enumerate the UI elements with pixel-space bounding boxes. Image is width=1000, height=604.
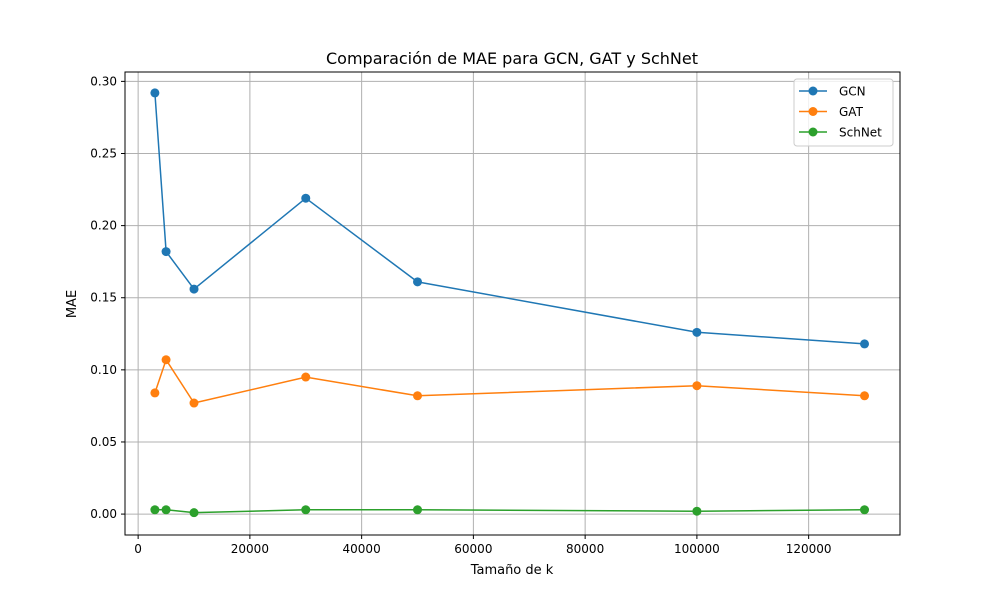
- x-axis-label: Tamaño de k: [470, 563, 554, 578]
- gcn-point: [692, 327, 702, 337]
- series-lines: [150, 88, 870, 518]
- gat-point: [413, 391, 423, 401]
- chart-title: Comparación de MAE para GCN, GAT y SchNe…: [326, 49, 698, 68]
- y-tick-label: 0.10: [90, 363, 117, 377]
- y-tick-label: 0.20: [90, 219, 117, 233]
- x-tick-label: 0: [134, 542, 142, 556]
- gat-point: [301, 372, 311, 382]
- y-tick-label: 0.30: [90, 74, 117, 88]
- gcn-point: [150, 88, 160, 98]
- grid-lines: [125, 72, 900, 535]
- x-tick-label: 20000: [231, 542, 269, 556]
- legend-swatch-marker: [808, 107, 818, 116]
- gat-point: [189, 398, 199, 408]
- schnet-point: [860, 505, 870, 515]
- legend-box: [793, 78, 894, 147]
- y-tick-label: 0.25: [90, 146, 117, 160]
- axis-ticks: 0 20000 40000 60000 80000 100000 120000 0.00 0.0…: [90, 74, 831, 556]
- legend-item-schnet: SchNet: [799, 126, 882, 140]
- y-tick-label: 0.15: [90, 291, 117, 305]
- legend-label: GCN: [839, 85, 866, 99]
- x-tick-label: 120000: [786, 542, 832, 556]
- gat-point: [860, 391, 870, 401]
- legend-item-gcn: GCN: [799, 85, 866, 99]
- legend-swatch-marker: [808, 86, 818, 96]
- legend: GCN GAT SchNet: [793, 78, 894, 147]
- x-tick-label: 40000: [343, 542, 381, 556]
- x-tick-label: 100000: [674, 542, 720, 556]
- y-axis-label: MAE: [65, 290, 80, 318]
- x-tick-label: 60000: [454, 542, 492, 556]
- series-gcn: [150, 88, 870, 349]
- schnet-point: [150, 505, 160, 515]
- gcn-point: [161, 247, 171, 257]
- series-gat: [150, 355, 870, 408]
- schnet-point: [161, 505, 171, 515]
- x-tick-label: 80000: [566, 542, 604, 556]
- gcn-point: [301, 193, 311, 203]
- schnet-point: [413, 505, 423, 515]
- legend-label: SchNet: [839, 126, 882, 140]
- plot-frame: [124, 71, 901, 536]
- legend-swatch-marker: [808, 127, 818, 137]
- gcn-point: [413, 277, 423, 287]
- gcn-point: [189, 284, 199, 294]
- gat-point: [161, 355, 171, 365]
- schnet-point: [301, 505, 311, 515]
- y-tick-label: 0.00: [90, 507, 117, 521]
- gcn-point: [860, 339, 870, 349]
- y-tick-label: 0.05: [90, 435, 117, 449]
- series-schnet: [150, 505, 870, 518]
- legend-label: GAT: [839, 105, 864, 119]
- gat-point: [150, 388, 160, 398]
- legend-item-gat: GAT: [799, 105, 864, 119]
- schnet-point: [692, 506, 702, 516]
- gat-point: [692, 381, 702, 391]
- schnet-point: [189, 508, 199, 518]
